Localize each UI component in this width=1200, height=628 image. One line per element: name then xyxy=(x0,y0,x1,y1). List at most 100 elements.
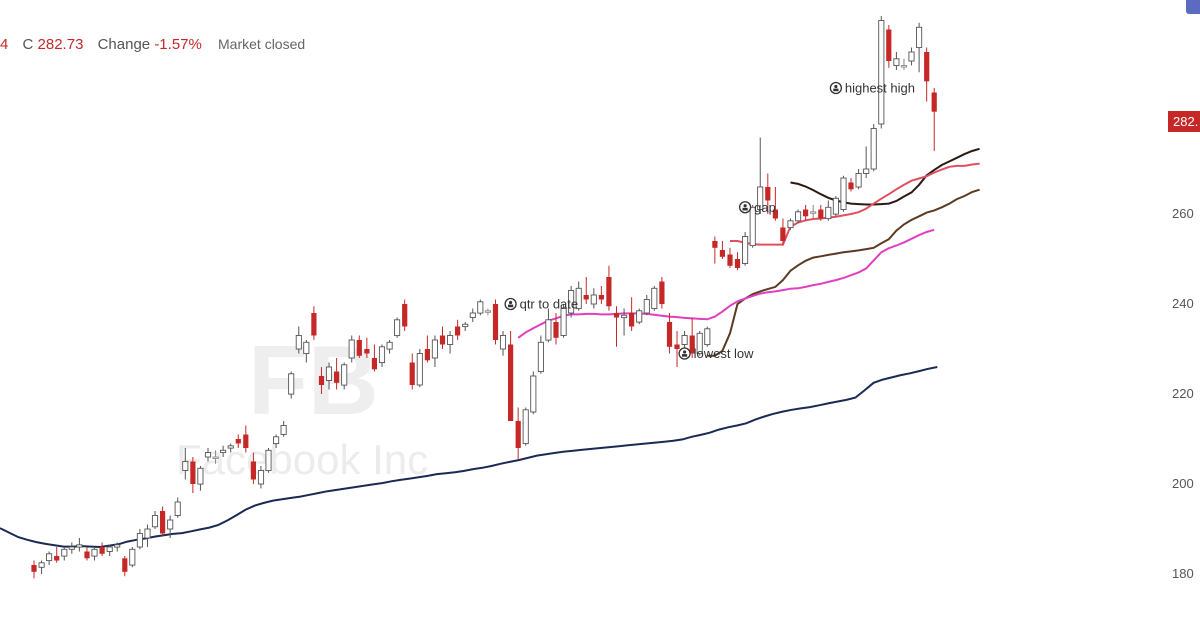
candle xyxy=(651,286,658,311)
candle xyxy=(136,529,143,550)
candle-body-up xyxy=(182,461,189,471)
moving-average-line xyxy=(0,366,938,549)
candle-body-down xyxy=(311,313,317,336)
candle-body-up xyxy=(378,346,386,364)
candle-body-down xyxy=(666,322,673,347)
candle xyxy=(160,506,166,536)
band-bottom-line xyxy=(517,228,935,339)
candle-body-down xyxy=(734,259,741,268)
candle-body-up xyxy=(643,299,650,314)
candle-body-up xyxy=(545,319,552,341)
candle xyxy=(674,331,680,367)
candle xyxy=(220,445,227,457)
candle-body-up xyxy=(416,353,423,386)
candle-body-up xyxy=(265,449,272,472)
candle-body-up xyxy=(621,314,628,319)
candle-body-up xyxy=(447,335,454,345)
candle-body-up xyxy=(227,445,234,449)
annotation-marker[interactable]: qtr to date xyxy=(504,297,578,312)
candle-body-up xyxy=(530,375,537,413)
candle-body-up xyxy=(878,20,885,125)
candle-body-up xyxy=(787,220,794,229)
candle xyxy=(265,448,272,473)
candle xyxy=(613,306,620,347)
candle-body-down xyxy=(243,434,249,448)
candle-body-up xyxy=(151,515,159,528)
candle xyxy=(515,407,521,460)
annotation-dot-icon xyxy=(834,84,838,89)
candle-body-down xyxy=(712,241,718,248)
settings-corner-button[interactable] xyxy=(1186,0,1200,14)
candle-body-up xyxy=(749,206,756,247)
candle xyxy=(114,542,121,552)
annotations: highest high gap qtr to date lowest low xyxy=(504,81,915,361)
candle xyxy=(606,265,612,311)
candle xyxy=(378,344,386,367)
candle xyxy=(870,124,877,172)
candle-body-up xyxy=(46,553,53,562)
candle xyxy=(212,450,219,464)
market-status: Market closed xyxy=(218,36,306,52)
candle xyxy=(553,313,559,345)
candle xyxy=(659,277,665,309)
candle xyxy=(402,299,408,331)
candle-body-up xyxy=(288,373,295,395)
band-mid-line xyxy=(730,162,980,246)
candle-body-down xyxy=(235,439,241,444)
candle xyxy=(122,556,128,577)
candle xyxy=(394,317,401,338)
candle-body-up xyxy=(704,328,711,346)
candle-body-up xyxy=(825,206,832,220)
candle xyxy=(469,308,476,322)
candle-body-up xyxy=(280,425,287,435)
annotation-dot-icon xyxy=(508,300,513,305)
candle xyxy=(91,547,98,561)
candle-body-up xyxy=(893,58,900,67)
candle-body-down xyxy=(122,558,128,572)
candle xyxy=(325,362,333,390)
candle xyxy=(499,331,507,356)
candle xyxy=(848,178,854,192)
candle xyxy=(318,367,325,394)
candle xyxy=(386,340,393,354)
candle-body-up xyxy=(477,301,484,314)
annotation-marker[interactable]: lowest low xyxy=(678,346,754,361)
candle xyxy=(636,308,643,325)
candle-body-up xyxy=(197,467,204,485)
candle-body-down xyxy=(492,304,499,340)
candle-body-up xyxy=(795,211,802,222)
candle-body-down xyxy=(364,349,370,354)
candle-body-up xyxy=(136,533,143,548)
candle xyxy=(439,326,446,349)
annotation-marker[interactable]: gap xyxy=(738,200,776,215)
candle-body-up xyxy=(212,456,219,459)
candle-body-up xyxy=(863,168,870,174)
candle xyxy=(916,22,923,73)
annotation-marker[interactable]: highest high xyxy=(829,81,915,96)
band-low-line xyxy=(707,188,980,357)
candle xyxy=(522,407,529,446)
candle-body-down xyxy=(803,209,809,217)
candle xyxy=(167,515,174,538)
candle xyxy=(106,544,113,556)
candle xyxy=(803,205,809,221)
candle-body-down xyxy=(848,182,854,190)
candle xyxy=(144,524,151,547)
candle-body-down xyxy=(719,250,725,257)
candle-body-up xyxy=(840,177,847,210)
candle-body-down xyxy=(250,461,256,480)
candle xyxy=(878,16,885,129)
candle xyxy=(908,47,915,66)
candle xyxy=(68,542,75,554)
candle xyxy=(431,335,438,367)
candle-body-up xyxy=(462,323,469,328)
candle xyxy=(409,353,415,390)
candle-body-up xyxy=(325,366,333,381)
candle-body-down xyxy=(659,281,665,304)
candle-body-up xyxy=(303,341,310,355)
candle xyxy=(795,209,802,223)
change-value: -1.57% xyxy=(154,36,202,53)
candle xyxy=(704,326,711,347)
candle xyxy=(931,88,937,151)
